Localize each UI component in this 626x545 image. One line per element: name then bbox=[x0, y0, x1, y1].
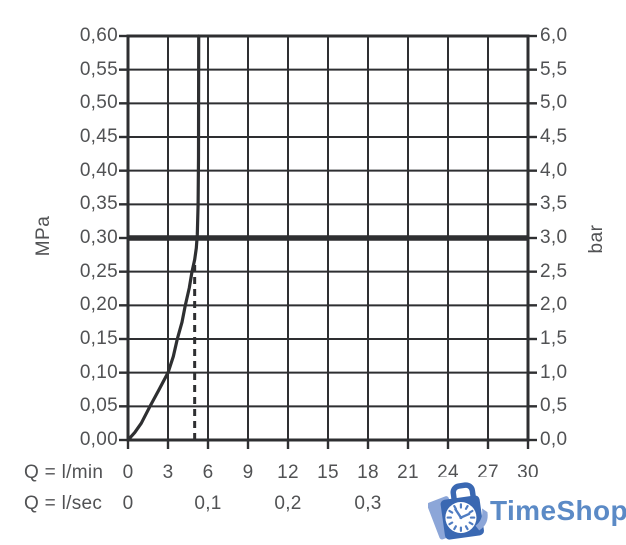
logo-text: TimeShop bbox=[490, 495, 626, 526]
clock-center-dot bbox=[459, 515, 463, 519]
x-axis-lmin-label: Q = l/min bbox=[24, 462, 104, 483]
y-left-unit-label: MPa bbox=[33, 215, 54, 257]
x-axis-lsec-label: Q = l/sec bbox=[24, 493, 103, 514]
timeshop-logo: TimeShop bbox=[428, 477, 626, 545]
stopwatch-bag-icon bbox=[428, 481, 488, 540]
swoosh-shape bbox=[475, 507, 488, 530]
y-right-unit-label: bar bbox=[586, 224, 607, 254]
